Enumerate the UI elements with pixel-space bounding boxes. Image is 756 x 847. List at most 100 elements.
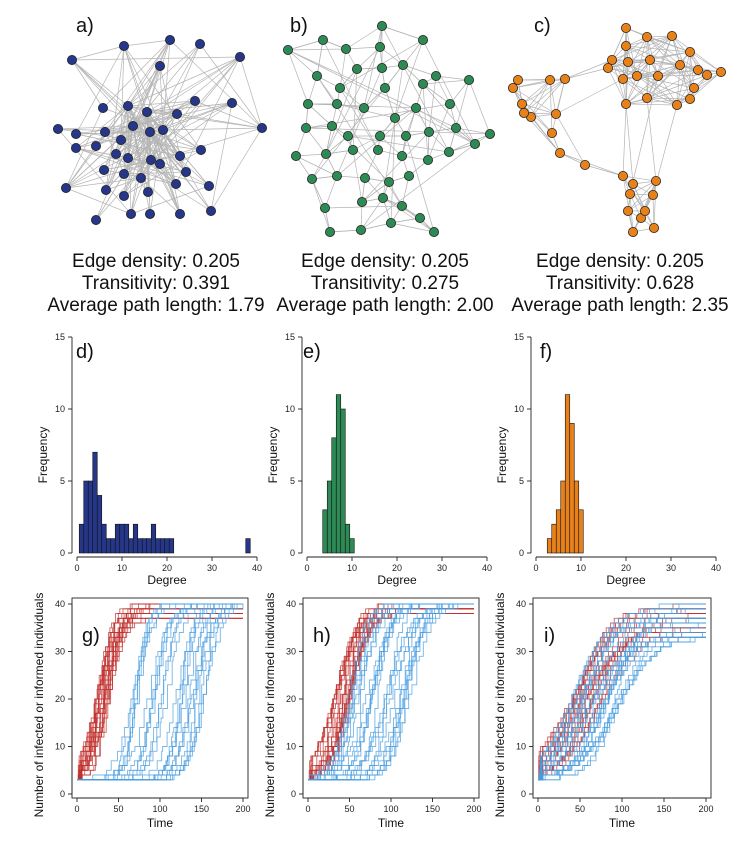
network-node (351, 64, 362, 75)
edge-density-b: Edge density: 0.205 (301, 251, 469, 272)
y-tick-label: 15 (514, 332, 524, 342)
network-edge (555, 78, 624, 115)
network-node (126, 208, 137, 219)
network-edge (311, 178, 326, 209)
x-tick-label: 200 (466, 804, 481, 814)
network-edge (127, 105, 212, 212)
network-node (116, 134, 127, 145)
network-node (141, 107, 152, 118)
network-node (430, 71, 441, 82)
y-tick-label: 0 (291, 789, 296, 799)
network-node (397, 60, 408, 71)
x-tick-label: 40 (711, 563, 721, 573)
histogram-bar (141, 538, 148, 554)
network-edge (169, 39, 263, 129)
network-node (340, 44, 351, 55)
network-edge (646, 35, 673, 99)
network-node (716, 67, 727, 78)
network-edge (622, 175, 657, 182)
network-edge (636, 69, 699, 77)
network-edge (530, 78, 566, 118)
network-edge (521, 78, 566, 105)
network-edge (384, 87, 396, 119)
y-axis-label: Number of infected or informed individua… (32, 593, 46, 818)
network-node (450, 123, 461, 134)
network-edge (689, 71, 722, 100)
network-edge (559, 152, 624, 177)
x-tick-label: 30 (666, 563, 676, 573)
network-node (649, 222, 660, 233)
network-node (71, 128, 82, 139)
network-edge (646, 64, 681, 99)
network-edge (210, 102, 233, 212)
network-edge (305, 127, 491, 135)
network-node (319, 202, 330, 213)
x-tick-label: 100 (383, 804, 398, 814)
network-edge (382, 64, 404, 199)
network-edge (549, 79, 553, 134)
network-node (428, 226, 439, 237)
panel-label-g: g) (82, 625, 100, 647)
network-node (379, 83, 390, 94)
network-edge (555, 113, 586, 166)
network-edge (394, 39, 424, 119)
network-node (170, 178, 181, 189)
timeseries-g: 0 50 100 150 200 0 10 20 30 40 Time Number of infec… (32, 593, 251, 830)
network-edge (331, 125, 390, 183)
network-edge (564, 67, 609, 80)
network-node (443, 146, 454, 157)
network-edge (120, 113, 178, 141)
edge-group (57, 39, 263, 221)
network-node (444, 99, 455, 110)
histogram-bar (146, 538, 152, 554)
network-node (101, 184, 112, 195)
network-edge (422, 83, 451, 105)
network-edge (636, 75, 695, 89)
network-edge (102, 39, 171, 109)
histogram-e: 0 10 20 30 40 0 5 10 15 Degree Frequency (266, 332, 492, 587)
network-edge (65, 177, 142, 189)
x-tick-label: 0 (74, 563, 79, 573)
network-c (507, 22, 727, 237)
histogram-bar (560, 480, 566, 554)
transitivity-b: Transitivity: 0.275 (310, 273, 460, 294)
network-edge (646, 36, 681, 66)
network-edge (194, 100, 263, 129)
network-node (648, 189, 659, 200)
stats-b: Edge density: 0.205 Transitivity: 0.275 … (260, 251, 510, 317)
network-edge (448, 133, 491, 153)
network-node (545, 75, 556, 86)
network-node (551, 109, 562, 120)
network-edge (65, 187, 132, 215)
network-edge (611, 59, 627, 105)
network-edge (523, 78, 566, 114)
panel-label-c: c) (534, 15, 551, 37)
stats-c: Edge density: 0.205 Transitivity: 0.628 … (495, 251, 745, 317)
histogram-bar (335, 394, 342, 554)
network-node (410, 103, 421, 114)
y-axis-label: Frequency (495, 427, 509, 484)
x-tick-label: 150 (194, 804, 209, 814)
network-edge (287, 49, 318, 77)
network-edge (646, 97, 657, 182)
network-node (205, 205, 216, 216)
network-edge (305, 127, 327, 155)
histogram-bar (83, 480, 89, 554)
network-edge (521, 103, 557, 115)
network-node (423, 127, 434, 138)
y-axis-label: Number of infected or informed individua… (493, 593, 507, 818)
histogram-bar (155, 538, 161, 554)
histogram-bar (87, 480, 94, 554)
network-node (300, 123, 311, 134)
blue-curve (538, 636, 706, 781)
network-edge (693, 71, 722, 89)
network-edge (146, 111, 178, 115)
network-edge (146, 111, 263, 129)
network-node (142, 186, 153, 197)
network-edge (127, 157, 212, 212)
network-node (234, 52, 245, 63)
network-edge (512, 87, 553, 134)
network-node (256, 123, 267, 134)
y-tick-label: 0 (519, 548, 524, 558)
network-edge (646, 69, 699, 99)
